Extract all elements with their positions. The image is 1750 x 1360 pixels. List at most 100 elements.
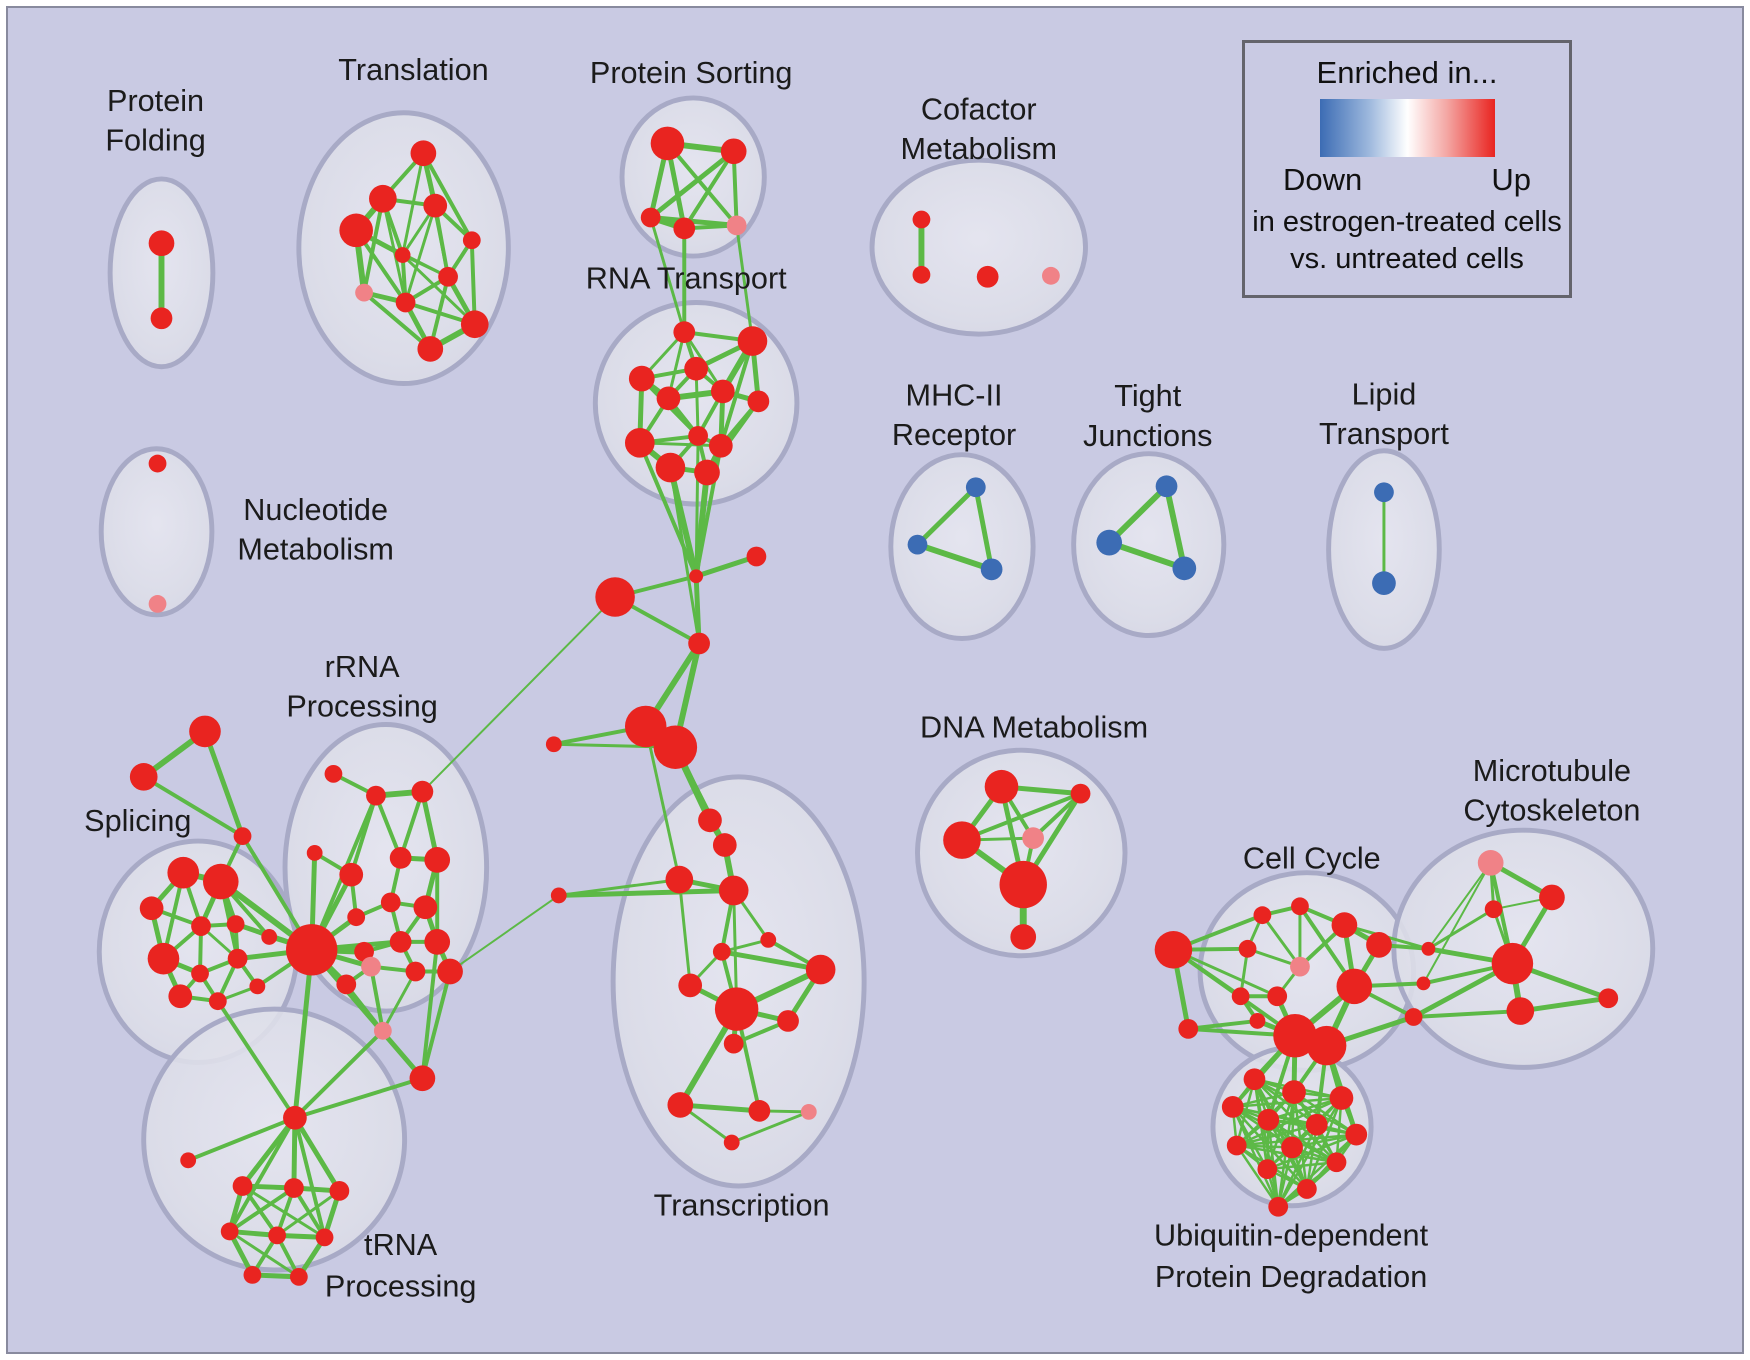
network-node-rrh — [286, 924, 338, 976]
network-node-mt5 — [1598, 988, 1619, 1009]
network-node-dm1 — [984, 769, 1019, 804]
cluster-label-cofactor-metabolism: Metabolism — [900, 132, 1057, 166]
network-node-cc8 — [1267, 986, 1288, 1007]
network-node-trr8 — [289, 1268, 308, 1286]
network-node-tx4 — [718, 875, 749, 906]
network-node-mt2 — [1539, 884, 1565, 911]
network-node-rr4 — [306, 845, 323, 861]
network-node-rr18 — [373, 1021, 392, 1040]
cluster-label-nucleotide-metabolism: Metabolism — [237, 532, 394, 566]
network-edge-trr3-trr5 — [275, 1189, 341, 1237]
network-nodes-layer — [129, 126, 1619, 1286]
network-node-sl4 — [191, 916, 211, 936]
network-node-ub5 — [1257, 1108, 1280, 1131]
network-edge-ub5-ub12 — [1267, 1118, 1338, 1164]
network-node-pf1 — [148, 230, 175, 257]
network-node-sl2 — [203, 863, 239, 900]
network-node-cc9 — [1336, 968, 1373, 1005]
network-node-mcj3 — [1404, 1008, 1423, 1026]
network-node-rt12 — [694, 459, 720, 486]
network-edge-ub7-ub10 — [1266, 1133, 1358, 1171]
cluster-label-mhc-ii-receptor: Receptor — [892, 418, 1016, 452]
cluster-label-ubiquitin-dependent-protein-degradation: Ubiquitin-dependent — [1154, 1218, 1429, 1252]
network-edge-tx5-tx7 — [719, 949, 824, 973]
network-node-ext1 — [550, 887, 567, 904]
network-node-ss1 — [189, 715, 221, 748]
network-node-nm1 — [148, 454, 167, 473]
network-node-cc12 — [1306, 1025, 1347, 1066]
network-node-tx6 — [760, 932, 777, 948]
network-edge-rr17-rr19 — [420, 969, 453, 1081]
network-node-rr12 — [389, 931, 412, 953]
network-node-dm5 — [999, 860, 1047, 909]
network-node-ps2 — [720, 138, 747, 165]
cluster-labels-layer: Protein Folding Translation Protein Sorting… — [84, 53, 1640, 1304]
network-node-rr2 — [366, 785, 386, 806]
network-edge-mh1-mh3 — [973, 484, 995, 572]
network-node-ub8 — [1226, 1135, 1247, 1156]
network-node-tj1 — [1155, 475, 1178, 498]
network-node-rr8 — [347, 908, 366, 927]
network-edge-ub10-ub12 — [1266, 1161, 1338, 1171]
cluster-label-cofactor-metabolism: Cofactor — [921, 93, 1037, 127]
network-node-mtb — [1491, 942, 1534, 985]
network-node-tr5 — [462, 231, 481, 250]
network-node-tr7 — [438, 266, 458, 287]
network-node-cch — [1154, 931, 1193, 969]
cluster-label-nucleotide-metabolism: Nucleotide — [243, 493, 388, 527]
cluster-ellipse-cofactor-metabolism — [869, 157, 1088, 337]
network-edge-rr2-rr6 — [373, 793, 403, 860]
network-edge-tr6-tr10 — [401, 253, 477, 326]
legend-box: Enriched in... Down Up in estrogen-treat… — [1242, 40, 1572, 298]
network-node-sl8 — [227, 948, 248, 969]
network-node-cs1 — [545, 736, 562, 753]
network-node-cc11 — [1273, 1014, 1317, 1058]
network-node-rt5 — [656, 386, 681, 411]
network-node-sl5 — [226, 915, 245, 933]
network-edge-ub4-ub12 — [1231, 1105, 1338, 1164]
cluster-label-mhc-ii-receptor: MHC-II — [906, 378, 1003, 412]
network-node-cr1 — [746, 546, 767, 567]
network-node-tw1 — [624, 705, 667, 748]
network-node-mt3 — [1484, 900, 1503, 919]
network-edge-rr13-rr19 — [420, 939, 440, 1081]
network-edge-tx15-tx14 — [730, 1110, 811, 1144]
network-node-sl1 — [167, 856, 200, 889]
network-node-rt3 — [684, 356, 708, 381]
network-node-mcj1 — [1421, 941, 1436, 956]
network-node-mcj2 — [1416, 976, 1431, 991]
network-node-tj3 — [1172, 556, 1197, 581]
network-node-tr9 — [395, 292, 416, 313]
cluster-label-ubiquitin-dependent-protein-degradation: Protein Degradation — [1155, 1260, 1427, 1294]
network-node-ub2 — [1282, 1080, 1306, 1104]
network-node-tr4 — [339, 213, 373, 248]
cluster-ellipse-tight-junctions — [1071, 451, 1227, 638]
network-node-mh2 — [907, 534, 928, 555]
network-edge-rt9-j1 — [637, 440, 699, 579]
network-node-tx10 — [777, 1010, 799, 1032]
network-edge-ub3-ub4 — [1231, 1096, 1343, 1109]
network-edge-j1-cr1 — [693, 554, 759, 579]
network-node-cf3 — [976, 265, 999, 288]
network-edge-trh-rr19 — [292, 1076, 425, 1120]
network-node-lp1 — [1374, 482, 1394, 503]
legend-caption: in estrogen-treated cells vs. untreated … — [1245, 204, 1569, 278]
network-edge-trh-trr6 — [292, 1115, 327, 1240]
network-edge-ext1-tx4 — [556, 888, 737, 898]
network-node-tr11 — [417, 336, 444, 362]
network-node-trs — [180, 1152, 197, 1169]
network-node-cc6 — [1238, 939, 1257, 958]
network-node-rt8 — [688, 426, 708, 446]
cluster-label-cell-cycle: Cell Cycle — [1243, 842, 1381, 876]
network-node-tx3 — [665, 865, 694, 894]
network-node-tr6 — [394, 247, 411, 263]
network-node-cf1 — [912, 210, 931, 229]
network-edge-cch-cc8 — [1171, 948, 1279, 998]
network-node-tx14 — [800, 1103, 817, 1120]
network-edge-tr3-tr9 — [404, 204, 437, 304]
network-edge-ub7-ub13 — [1276, 1133, 1358, 1208]
legend-caption-line2: vs. untreated cells — [1290, 243, 1524, 275]
network-node-ccs — [1178, 1018, 1199, 1039]
network-node-dm3 — [943, 821, 981, 859]
